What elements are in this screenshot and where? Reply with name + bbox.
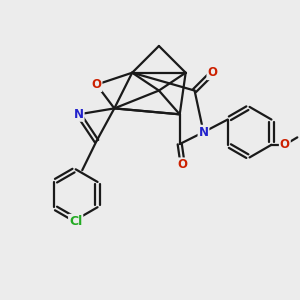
Text: O: O [207, 66, 218, 79]
Text: O: O [280, 138, 290, 151]
Text: N: N [74, 108, 84, 121]
Text: O: O [178, 158, 188, 171]
Text: Cl: Cl [69, 215, 82, 228]
Text: O: O [92, 78, 101, 91]
Text: N: N [199, 126, 208, 139]
